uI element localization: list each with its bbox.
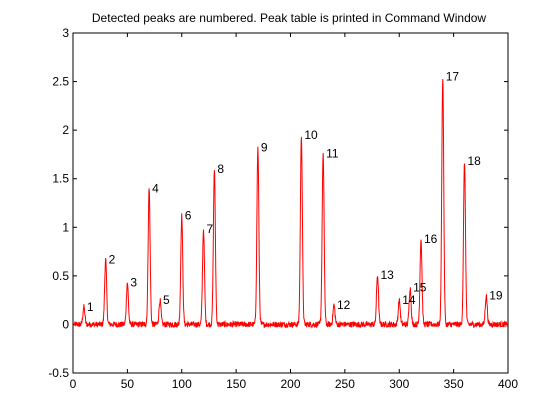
plot-area	[72, 32, 509, 374]
y-tick-label: 0	[62, 317, 69, 331]
y-tick-label: 0.5	[52, 269, 69, 283]
x-axis: 0 50 100 150 200 250 300 350 400	[70, 33, 518, 391]
peak-label-16: 16	[424, 232, 438, 246]
signal-series-line	[73, 78, 508, 329]
x-tick-label: 300	[389, 377, 409, 391]
y-tick-label: 2.5	[52, 75, 69, 89]
x-tick-label: 0	[70, 377, 77, 391]
peak-label-8: 8	[217, 162, 224, 176]
peak-label-1: 1	[87, 300, 94, 314]
x-tick-label: 150	[226, 377, 246, 391]
y-tick-label: -0.5	[48, 366, 69, 380]
x-tick-label: 50	[121, 377, 135, 391]
x-tick-label: 200	[280, 377, 300, 391]
peak-label-10: 10	[304, 128, 318, 142]
peak-label-5: 5	[163, 293, 170, 307]
peak-label-17: 17	[446, 70, 460, 84]
peak-label-4: 4	[152, 181, 159, 195]
peak-label-7: 7	[207, 222, 214, 236]
y-axis: -0.5 0 0.5 1 1.5 2 2.5 3	[48, 26, 508, 380]
peak-label-14: 14	[402, 293, 416, 307]
peak-label-15: 15	[413, 281, 427, 295]
y-tick-label: 2	[62, 123, 69, 137]
peak-label-19: 19	[489, 288, 503, 302]
x-tick-label: 250	[335, 377, 355, 391]
y-tick-label: 3	[62, 26, 69, 40]
x-tick-label: 100	[172, 377, 192, 391]
peak-label-18: 18	[468, 154, 482, 168]
x-tick-label: 400	[498, 377, 518, 391]
y-tick-label: 1.5	[52, 172, 69, 186]
peak-label-13: 13	[381, 268, 395, 282]
series-group	[73, 78, 508, 329]
peak-label-12: 12	[337, 298, 351, 312]
peak-label-2: 2	[109, 252, 116, 266]
peak-label-6: 6	[185, 209, 192, 223]
y-tick-label: 1	[62, 220, 69, 234]
peak-label-3: 3	[130, 276, 137, 290]
x-tick-label: 350	[444, 377, 464, 391]
peak-label-9: 9	[261, 141, 268, 155]
chart-title: Detected peaks are numbered. Peak table …	[92, 11, 487, 25]
peak-label-11: 11	[326, 146, 339, 160]
